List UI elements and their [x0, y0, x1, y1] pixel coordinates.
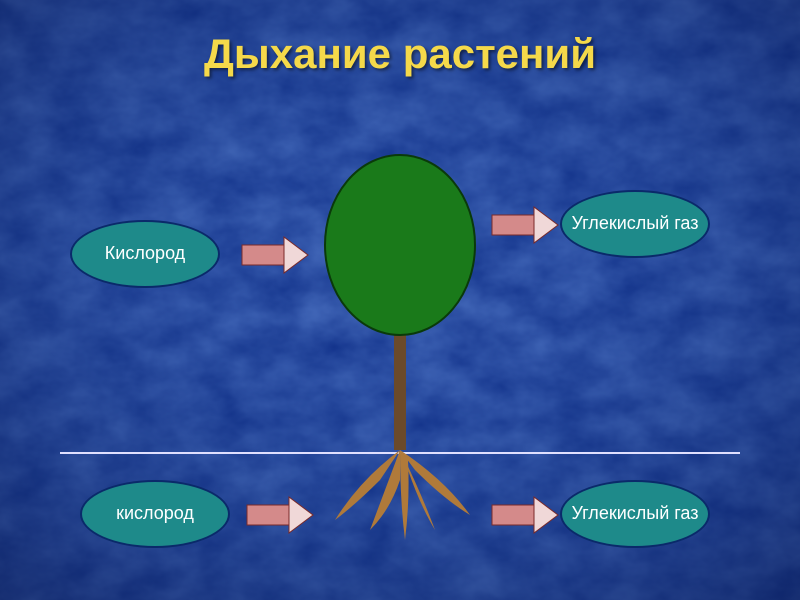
arrow-arr-top-right [490, 205, 560, 245]
slide: Дыхание растений КислородУглекислый газк… [0, 0, 800, 600]
bubble-co2-top: Углекислый газ [560, 190, 710, 258]
arrow-arr-bot-right [490, 495, 560, 535]
bubble-co2-bot: Углекислый газ [560, 480, 710, 548]
bubble-o2-bot: кислород [80, 480, 230, 548]
arrow-arr-bot-left [245, 495, 315, 535]
arrow-arr-top-left [240, 235, 310, 275]
bubble-label: Углекислый газ [568, 209, 703, 239]
bubble-label: кислород [112, 499, 198, 529]
bubble-o2-top: Кислород [70, 220, 220, 288]
bubble-label: Углекислый газ [568, 499, 703, 529]
bubble-label: Кислород [101, 239, 189, 269]
